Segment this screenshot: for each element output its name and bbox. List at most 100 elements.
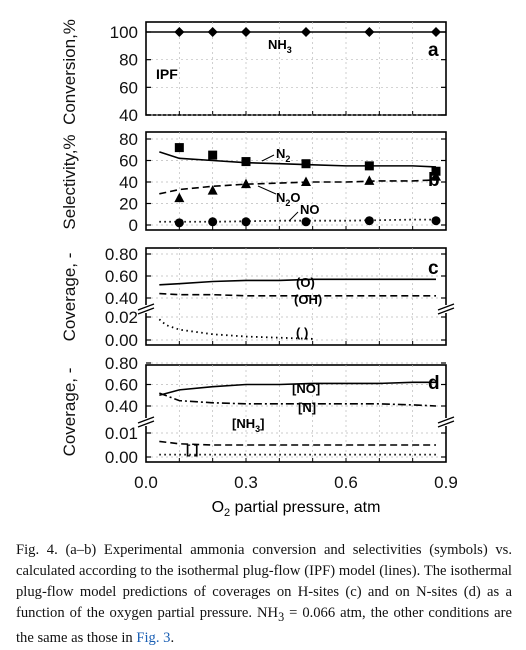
panel-d-break-mark bbox=[437, 416, 455, 424]
panel-b-ylabel: Selectivity,% bbox=[60, 134, 79, 230]
panel-b-circle-marker bbox=[174, 218, 184, 228]
panel-c-break-mask bbox=[440, 305, 452, 313]
panel-b-circle-marker bbox=[301, 217, 311, 227]
no-site-label: [NO] bbox=[292, 381, 320, 396]
panel-b-triangle-marker bbox=[207, 185, 218, 195]
x-tick-label: 0.3 bbox=[234, 473, 258, 492]
n2-leader-line bbox=[261, 154, 275, 162]
oh-label: (OH) bbox=[294, 292, 322, 307]
panel-a-diamond-marker bbox=[174, 27, 185, 37]
panel-b-square-marker bbox=[174, 143, 184, 153]
caption-sub: 3 bbox=[278, 609, 285, 624]
panel-d-break-mark bbox=[437, 420, 455, 428]
x-tick-label: 0.0 bbox=[134, 473, 158, 492]
nh3-site-label: [NH3] bbox=[232, 416, 264, 434]
panel-b-circle-marker bbox=[208, 217, 218, 227]
panel-b-square-marker bbox=[208, 150, 218, 160]
caption-part2: = 0.066 atm, the other conditions are th… bbox=[16, 605, 512, 646]
caption-part1: Fig. 4. (a–b) Experimental ammonia conve… bbox=[16, 542, 512, 621]
panel-b-line bbox=[159, 218, 436, 223]
empty-site-label-d: [ ] bbox=[186, 442, 198, 457]
panel-d-ytick-label: 0.40 bbox=[105, 397, 138, 416]
panel-c-letter: c bbox=[428, 258, 439, 279]
panel-d-ytick-label: 0.80 bbox=[105, 354, 138, 373]
panel-d-break-mask bbox=[440, 418, 452, 426]
n2o-label: N2O bbox=[276, 190, 301, 208]
panel-c-ytick-label: 0.40 bbox=[105, 289, 138, 308]
caption-part3: . bbox=[170, 629, 175, 646]
panel-c-break-mask bbox=[140, 305, 152, 313]
panel-c-break-mark bbox=[137, 303, 155, 311]
panel-b-square-marker bbox=[241, 157, 251, 167]
panel-d-letter: d bbox=[428, 373, 440, 394]
panel-c-ylabel: Coverage, - bbox=[60, 252, 79, 342]
fig3-link[interactable]: Fig. 3 bbox=[136, 629, 171, 646]
figure-caption: Fig. 4. (a–b) Experimental ammonia conve… bbox=[16, 540, 512, 649]
panel-a-diamond-marker bbox=[241, 27, 251, 37]
panel-a-ylabel: Conversion,% bbox=[60, 19, 79, 125]
panel-b-triangle-marker bbox=[174, 192, 185, 203]
panel-c-line bbox=[159, 278, 436, 286]
panel-b-triangle-marker bbox=[301, 176, 311, 186]
panel-c-line bbox=[159, 292, 436, 297]
panel-d-line bbox=[159, 440, 436, 446]
n2o-leader-line bbox=[257, 185, 277, 195]
no-leader-line bbox=[288, 211, 299, 222]
x-tick-label: 0.9 bbox=[434, 473, 458, 492]
panel-c-break-mark bbox=[437, 307, 455, 315]
panel-c-break-mark bbox=[437, 303, 455, 311]
panel-b-ytick-label: 40 bbox=[119, 173, 138, 192]
panel-d-break-mark bbox=[137, 420, 155, 428]
panel-a-diamond-marker bbox=[431, 27, 441, 37]
panel-b-ytick-label: 0 bbox=[129, 216, 138, 235]
panel-a-note: IPF bbox=[156, 66, 178, 82]
panel-b-frame bbox=[145, 131, 447, 231]
panel-c-ytick-label: 0.60 bbox=[105, 267, 138, 286]
panel-d-ytick-label: 0.60 bbox=[105, 376, 138, 395]
panel-d-frame bbox=[145, 364, 447, 463]
panel-b-line bbox=[159, 151, 437, 168]
panel-c-ytick-label: 0.00 bbox=[105, 331, 138, 350]
panel-b-triangle-marker bbox=[431, 171, 441, 181]
panel-a-frame bbox=[145, 21, 447, 116]
panel-d-break-mark bbox=[137, 416, 155, 424]
no-label: NO bbox=[300, 202, 320, 217]
panel-b-triangle-marker bbox=[364, 175, 375, 185]
figure: 1008060408060402000.800.600.400.020.000.… bbox=[105, 21, 458, 519]
panel-a-diamond-marker bbox=[364, 27, 375, 37]
panel-a-diamond-marker bbox=[207, 27, 218, 37]
panel-b-ytick-label: 20 bbox=[119, 195, 138, 214]
panel-b-square-marker bbox=[301, 159, 311, 169]
panel-b-line bbox=[159, 179, 437, 195]
panel-a-ytick-label: 60 bbox=[119, 78, 138, 97]
panel-c-ytick-label: 0.80 bbox=[105, 245, 138, 264]
panel-a-ytick-label: 40 bbox=[119, 106, 138, 125]
panel-b-circle-marker bbox=[431, 216, 441, 226]
panel-b-triangle-marker bbox=[241, 178, 251, 189]
panel-a-letter: a bbox=[428, 40, 439, 61]
plot-layer: 1008060408060402000.800.600.400.020.000.… bbox=[105, 21, 458, 492]
n-site-label: [N] bbox=[298, 400, 316, 415]
panel-a-ytick-label: 80 bbox=[119, 51, 138, 70]
panel-d-ylabel: Coverage, - bbox=[60, 367, 79, 457]
panel-d-ytick-label: 0.01 bbox=[105, 424, 138, 443]
x-tick-label: 0.6 bbox=[334, 473, 358, 492]
panel-d-break-mask bbox=[140, 418, 152, 426]
panel-b-ytick-label: 80 bbox=[119, 130, 138, 149]
panel-a-series-label: NH3 bbox=[268, 37, 292, 55]
panel-c-break-mark bbox=[137, 307, 155, 315]
panel-b-letter: b bbox=[428, 170, 440, 191]
panel-a-ytick-label: 100 bbox=[110, 23, 138, 42]
panel-b-circle-marker bbox=[241, 217, 251, 227]
panel-a-diamond-marker bbox=[301, 27, 311, 37]
panel-c-line bbox=[158, 318, 313, 340]
o-label: (O) bbox=[296, 275, 315, 290]
empty-site-label-c: ( ) bbox=[296, 325, 308, 340]
panel-d-line bbox=[159, 392, 437, 407]
x-axis-title: O2 partial pressure, atm bbox=[212, 499, 381, 519]
n2-label: N2 bbox=[276, 146, 290, 164]
panel-c-ytick-label: 0.02 bbox=[105, 308, 138, 327]
panel-b-ytick-label: 60 bbox=[119, 152, 138, 171]
panel-d-ytick-label: 0.00 bbox=[105, 448, 138, 467]
panel-d-line bbox=[159, 381, 436, 397]
